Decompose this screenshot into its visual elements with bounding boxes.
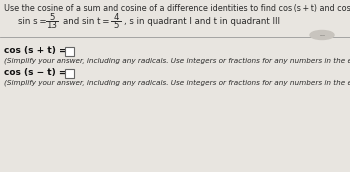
FancyBboxPatch shape xyxy=(65,68,74,78)
Text: 5: 5 xyxy=(49,13,55,22)
Text: 5: 5 xyxy=(113,20,119,30)
Text: (Simplify your answer, including any radicals. Use integers or fractions for any: (Simplify your answer, including any rad… xyxy=(4,57,350,64)
Text: , s in quadrant I and t in quadrant III: , s in quadrant I and t in quadrant III xyxy=(124,17,280,25)
FancyBboxPatch shape xyxy=(65,46,74,56)
Text: cos (s + t) =: cos (s + t) = xyxy=(4,46,66,56)
Text: (Simplify your answer, including any radicals. Use integers or fractions for any: (Simplify your answer, including any rad… xyxy=(4,79,350,86)
Text: ...: ... xyxy=(319,33,325,37)
Text: 4: 4 xyxy=(113,13,119,22)
Text: cos (s − t) =: cos (s − t) = xyxy=(4,68,66,78)
Text: Use the cosine of a sum and cosine of a difference identities to find cos (s + t: Use the cosine of a sum and cosine of a … xyxy=(4,4,350,13)
Ellipse shape xyxy=(310,30,334,40)
Text: and sin t = −: and sin t = − xyxy=(63,17,119,25)
Text: sin s =: sin s = xyxy=(18,17,47,25)
Text: 13: 13 xyxy=(47,20,57,30)
